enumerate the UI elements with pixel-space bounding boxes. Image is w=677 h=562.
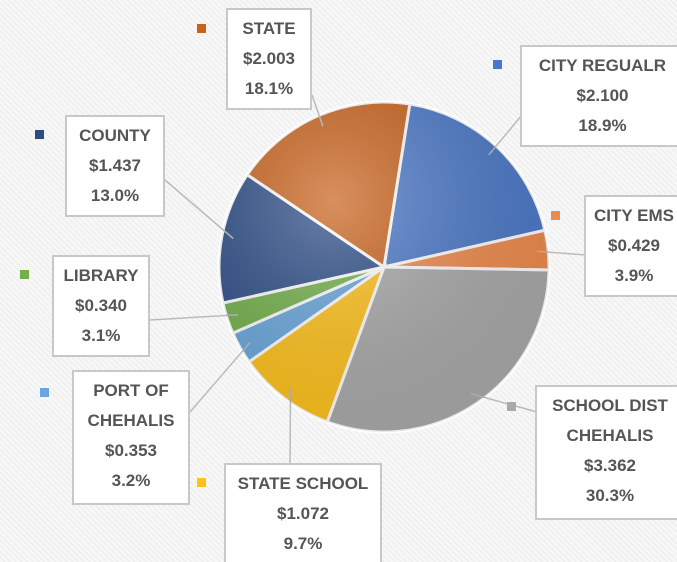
legend-swatch <box>197 478 206 487</box>
percentage-label: 30.3% <box>585 486 635 505</box>
category-label: STATE SCHOOL <box>237 474 369 493</box>
category-label: CITY REGUALR <box>538 56 667 75</box>
data-label-box: PORT OF CHEHALIS $0.353 3.2% <box>72 370 190 505</box>
data-label-box: COUNTY $1.437 13.0% <box>65 115 165 217</box>
category-label: COUNTY <box>79 126 151 145</box>
value-label: $2.003 <box>243 49 295 68</box>
data-label-box: LIBRARY $0.340 3.1% <box>52 255 150 357</box>
percentage-label: 18.9% <box>578 116 627 135</box>
legend-swatch <box>35 130 44 139</box>
category-label: STATE <box>242 19 296 38</box>
data-label-box: SCHOOL DIST CHEHALIS $3.362 30.3% <box>535 385 677 520</box>
leader-line <box>164 179 234 240</box>
value-label: $0.353 <box>105 441 157 460</box>
percentage-label: 18.1% <box>244 79 294 98</box>
percentage-label: 3.2% <box>111 471 151 490</box>
leader-line <box>289 388 292 466</box>
legend-swatch <box>507 402 516 411</box>
data-label-box: CITY EMS $0.429 3.9% <box>584 195 677 297</box>
value-label: $2.100 <box>576 86 629 105</box>
percentage-label: 13.0% <box>90 186 140 205</box>
value-label: $1.072 <box>277 504 329 523</box>
percentage-label: 9.7% <box>283 534 323 553</box>
data-label-box: CITY REGUALR $2.100 18.9% <box>520 45 677 147</box>
category-label: LIBRARY <box>63 266 139 285</box>
category-label: PORT OF CHEHALIS <box>87 381 175 430</box>
leader-line <box>149 313 239 321</box>
legend-swatch <box>551 211 560 220</box>
leader-line <box>189 341 251 413</box>
percentage-label: 3.1% <box>81 326 121 345</box>
value-label: $1.437 <box>89 156 141 175</box>
value-label: $0.340 <box>75 296 127 315</box>
leader-line <box>488 114 523 156</box>
legend-swatch <box>20 270 29 279</box>
legend-swatch <box>493 60 502 69</box>
data-label-box: STATE $2.003 18.1% <box>226 8 312 110</box>
category-label: SCHOOL DIST CHEHALIS <box>552 396 668 445</box>
value-label: $3.362 <box>584 456 636 475</box>
legend-swatch <box>197 24 206 33</box>
category-label: CITY EMS <box>594 206 674 225</box>
leader-line <box>470 392 538 413</box>
legend-swatch <box>40 388 49 397</box>
data-label-box: STATE SCHOOL $1.072 9.7% <box>224 463 382 562</box>
value-label: $0.429 <box>608 236 660 255</box>
percentage-label: 3.9% <box>614 266 654 285</box>
